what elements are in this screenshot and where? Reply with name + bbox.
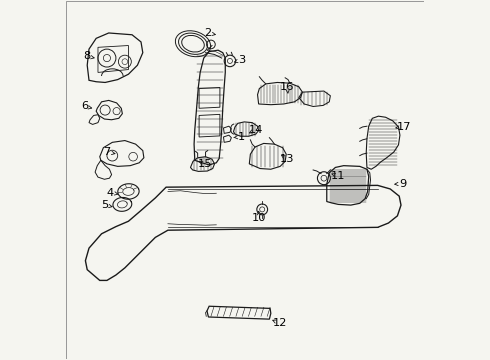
Text: 2: 2 [204,28,211,38]
Text: 6: 6 [81,102,88,112]
Text: 17: 17 [396,122,411,132]
Text: 4: 4 [107,188,114,198]
Text: 3: 3 [238,55,245,65]
Text: 5: 5 [101,200,108,210]
Text: 1: 1 [238,132,245,142]
Text: 11: 11 [331,171,345,181]
Text: 13: 13 [280,154,294,164]
Text: 7: 7 [103,147,111,157]
Text: 9: 9 [399,179,406,189]
Text: 14: 14 [248,125,263,135]
Text: 10: 10 [252,213,267,222]
Text: 12: 12 [273,319,287,328]
Text: 8: 8 [83,51,90,61]
Text: 15: 15 [197,159,212,169]
Text: 16: 16 [280,82,294,92]
